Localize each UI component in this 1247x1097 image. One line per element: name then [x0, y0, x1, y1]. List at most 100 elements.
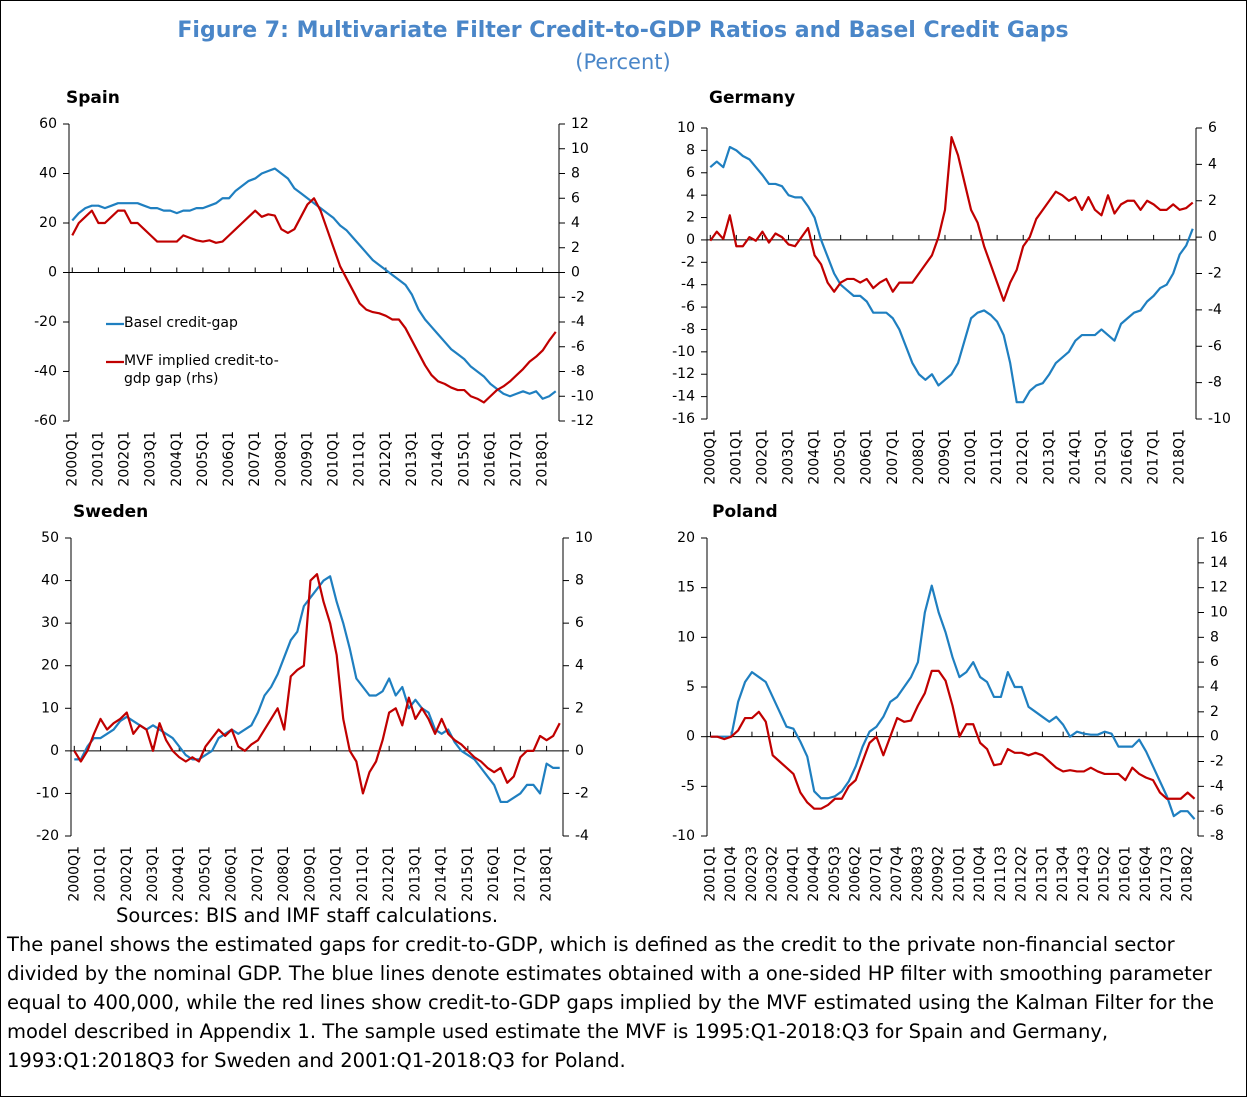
- y-tick-label: 15: [677, 580, 695, 596]
- legend-swatch: [106, 360, 124, 364]
- y2-tick-label: -8: [1208, 375, 1222, 391]
- figure-subtitle: (Percent): [575, 50, 670, 74]
- x-tick-label: 2008Q3: [910, 846, 926, 901]
- y2-tick-label: -6: [1210, 803, 1224, 819]
- x-tick-label: 2007Q1: [885, 429, 901, 485]
- legend: Basel credit-gap MVF implied credit-to-gd…: [106, 314, 301, 408]
- x-tick-label: 2000Q1: [64, 431, 80, 487]
- y-tick-label: 0: [48, 265, 57, 281]
- x-tick-label: 2008Q1: [273, 431, 289, 487]
- y-tick-label: -8: [681, 321, 695, 337]
- x-tick-label: 2003Q1: [145, 846, 161, 901]
- y-tick-label: -10: [672, 344, 695, 360]
- x-tick-label: 2004Q1: [171, 846, 187, 901]
- x-tick-label: 2009Q1: [937, 429, 953, 485]
- y-tick-label: 60: [39, 116, 57, 132]
- x-tick-label: 2015Q1: [1093, 429, 1109, 485]
- y-tick-label: -4: [681, 277, 695, 293]
- x-tick-label: 2000Q1: [702, 429, 718, 485]
- y-tick-label: 0: [50, 743, 59, 759]
- y2-tick-label: -2: [1210, 754, 1224, 770]
- x-tick-label: 2003Q1: [143, 431, 159, 487]
- panel-title: Germany: [709, 88, 795, 108]
- y2-tick-label: -4: [1208, 302, 1222, 318]
- y2-tick-label: 12: [571, 116, 589, 132]
- x-tick-label: 2013Q1: [407, 846, 423, 901]
- y2-tick-label: 10: [1210, 605, 1228, 621]
- x-tick-label: 2002Q1: [117, 431, 133, 487]
- y-tick-label: -6: [681, 299, 695, 315]
- y-tick-label: -40: [34, 364, 57, 380]
- x-tick-label: 2010Q1: [329, 846, 345, 901]
- x-tick-label: 2009Q1: [302, 846, 318, 901]
- x-tick-label: 2018Q1: [535, 431, 551, 487]
- x-tick-label: 2017Q1: [509, 431, 525, 487]
- y2-tick-label: 4: [571, 215, 580, 231]
- x-tick-label: 2008Q1: [911, 429, 927, 485]
- x-tick-label: 2013Q4: [1055, 846, 1071, 901]
- y-tick-label: 20: [39, 215, 57, 231]
- y-tick-label: 2: [686, 210, 695, 226]
- series-line: [709, 145, 1194, 404]
- x-tick-label: 2016Q1: [482, 431, 498, 487]
- x-tick-label: 2006Q1: [224, 846, 240, 901]
- x-tick-label: 2016Q1: [1120, 429, 1136, 485]
- x-tick-label: 2006Q2: [848, 846, 864, 901]
- y-tick-label: -10: [36, 785, 59, 801]
- y-tick-label: 50: [41, 530, 59, 546]
- x-tick-label: 2003Q2: [765, 846, 781, 901]
- y-tick-label: 40: [41, 573, 59, 589]
- figure: Figure 7: Multivariate Filter Credit-to-…: [34, 18, 1231, 902]
- x-tick-label: 2008Q1: [276, 846, 292, 901]
- y2-tick-label: -8: [571, 364, 585, 380]
- x-tick-label: 2004Q1: [807, 429, 823, 485]
- x-tick-label: 2013Q1: [1041, 429, 1057, 485]
- y2-tick-label: 16: [1210, 530, 1228, 546]
- x-tick-label: 2012Q1: [1015, 429, 1031, 485]
- y-tick-label: -60: [34, 413, 57, 429]
- x-tick-label: 2011Q1: [989, 429, 1005, 485]
- x-tick-label: 2009Q1: [299, 431, 315, 487]
- x-tick-label: 2002Q1: [119, 846, 135, 901]
- x-tick-label: 2010Q1: [951, 846, 967, 901]
- x-tick-label: 2007Q1: [868, 846, 884, 901]
- y2-tick-label: -6: [571, 339, 585, 355]
- y-tick-label: -16: [672, 411, 695, 427]
- series-line: [71, 167, 557, 400]
- y2-tick-label: 6: [1210, 654, 1219, 670]
- x-tick-label: 2005Q1: [195, 431, 211, 487]
- x-tick-label: 2005Q1: [833, 429, 849, 485]
- y2-tick-label: -4: [571, 314, 585, 330]
- y-tick-label: -14: [672, 389, 695, 405]
- y2-tick-label: 6: [575, 615, 584, 631]
- x-tick-label: 2001Q1: [93, 846, 109, 901]
- series-line: [73, 573, 561, 795]
- series-line: [71, 197, 557, 404]
- y-tick-label: 4: [686, 187, 695, 203]
- legend-label: Basel credit-gap: [124, 315, 238, 331]
- x-tick-label: 2011Q3: [993, 846, 1009, 901]
- y2-tick-label: 10: [571, 141, 589, 157]
- x-tick-label: 2017Q3: [1159, 846, 1175, 901]
- y-tick-label: -12: [672, 366, 695, 382]
- y2-tick-label: 0: [575, 743, 584, 759]
- y2-tick-label: 12: [1210, 580, 1228, 596]
- x-tick-label: 2015Q2: [1097, 846, 1113, 901]
- panel-title: Spain: [66, 88, 120, 108]
- y2-tick-label: -6: [1208, 338, 1222, 354]
- x-tick-label: 2013Q1: [1034, 846, 1050, 901]
- x-tick-label: 2018Q1: [539, 846, 555, 901]
- y2-tick-label: -10: [1208, 411, 1231, 427]
- x-tick-label: 2003Q1: [781, 429, 797, 485]
- y-tick-label: -5: [681, 778, 695, 794]
- x-tick-label: 2002Q3: [744, 846, 760, 901]
- figure-title: Figure 7: Multivariate Filter Credit-to-…: [177, 18, 1068, 43]
- x-tick-label: 2004Q1: [169, 431, 185, 487]
- y2-tick-label: -2: [575, 785, 589, 801]
- y2-tick-label: 14: [1210, 555, 1228, 571]
- x-tick-label: 2016Q1: [486, 846, 502, 901]
- x-tick-label: 2011Q1: [352, 431, 368, 487]
- y2-tick-label: 0: [1208, 229, 1217, 245]
- x-tick-label: 2002Q1: [754, 429, 770, 485]
